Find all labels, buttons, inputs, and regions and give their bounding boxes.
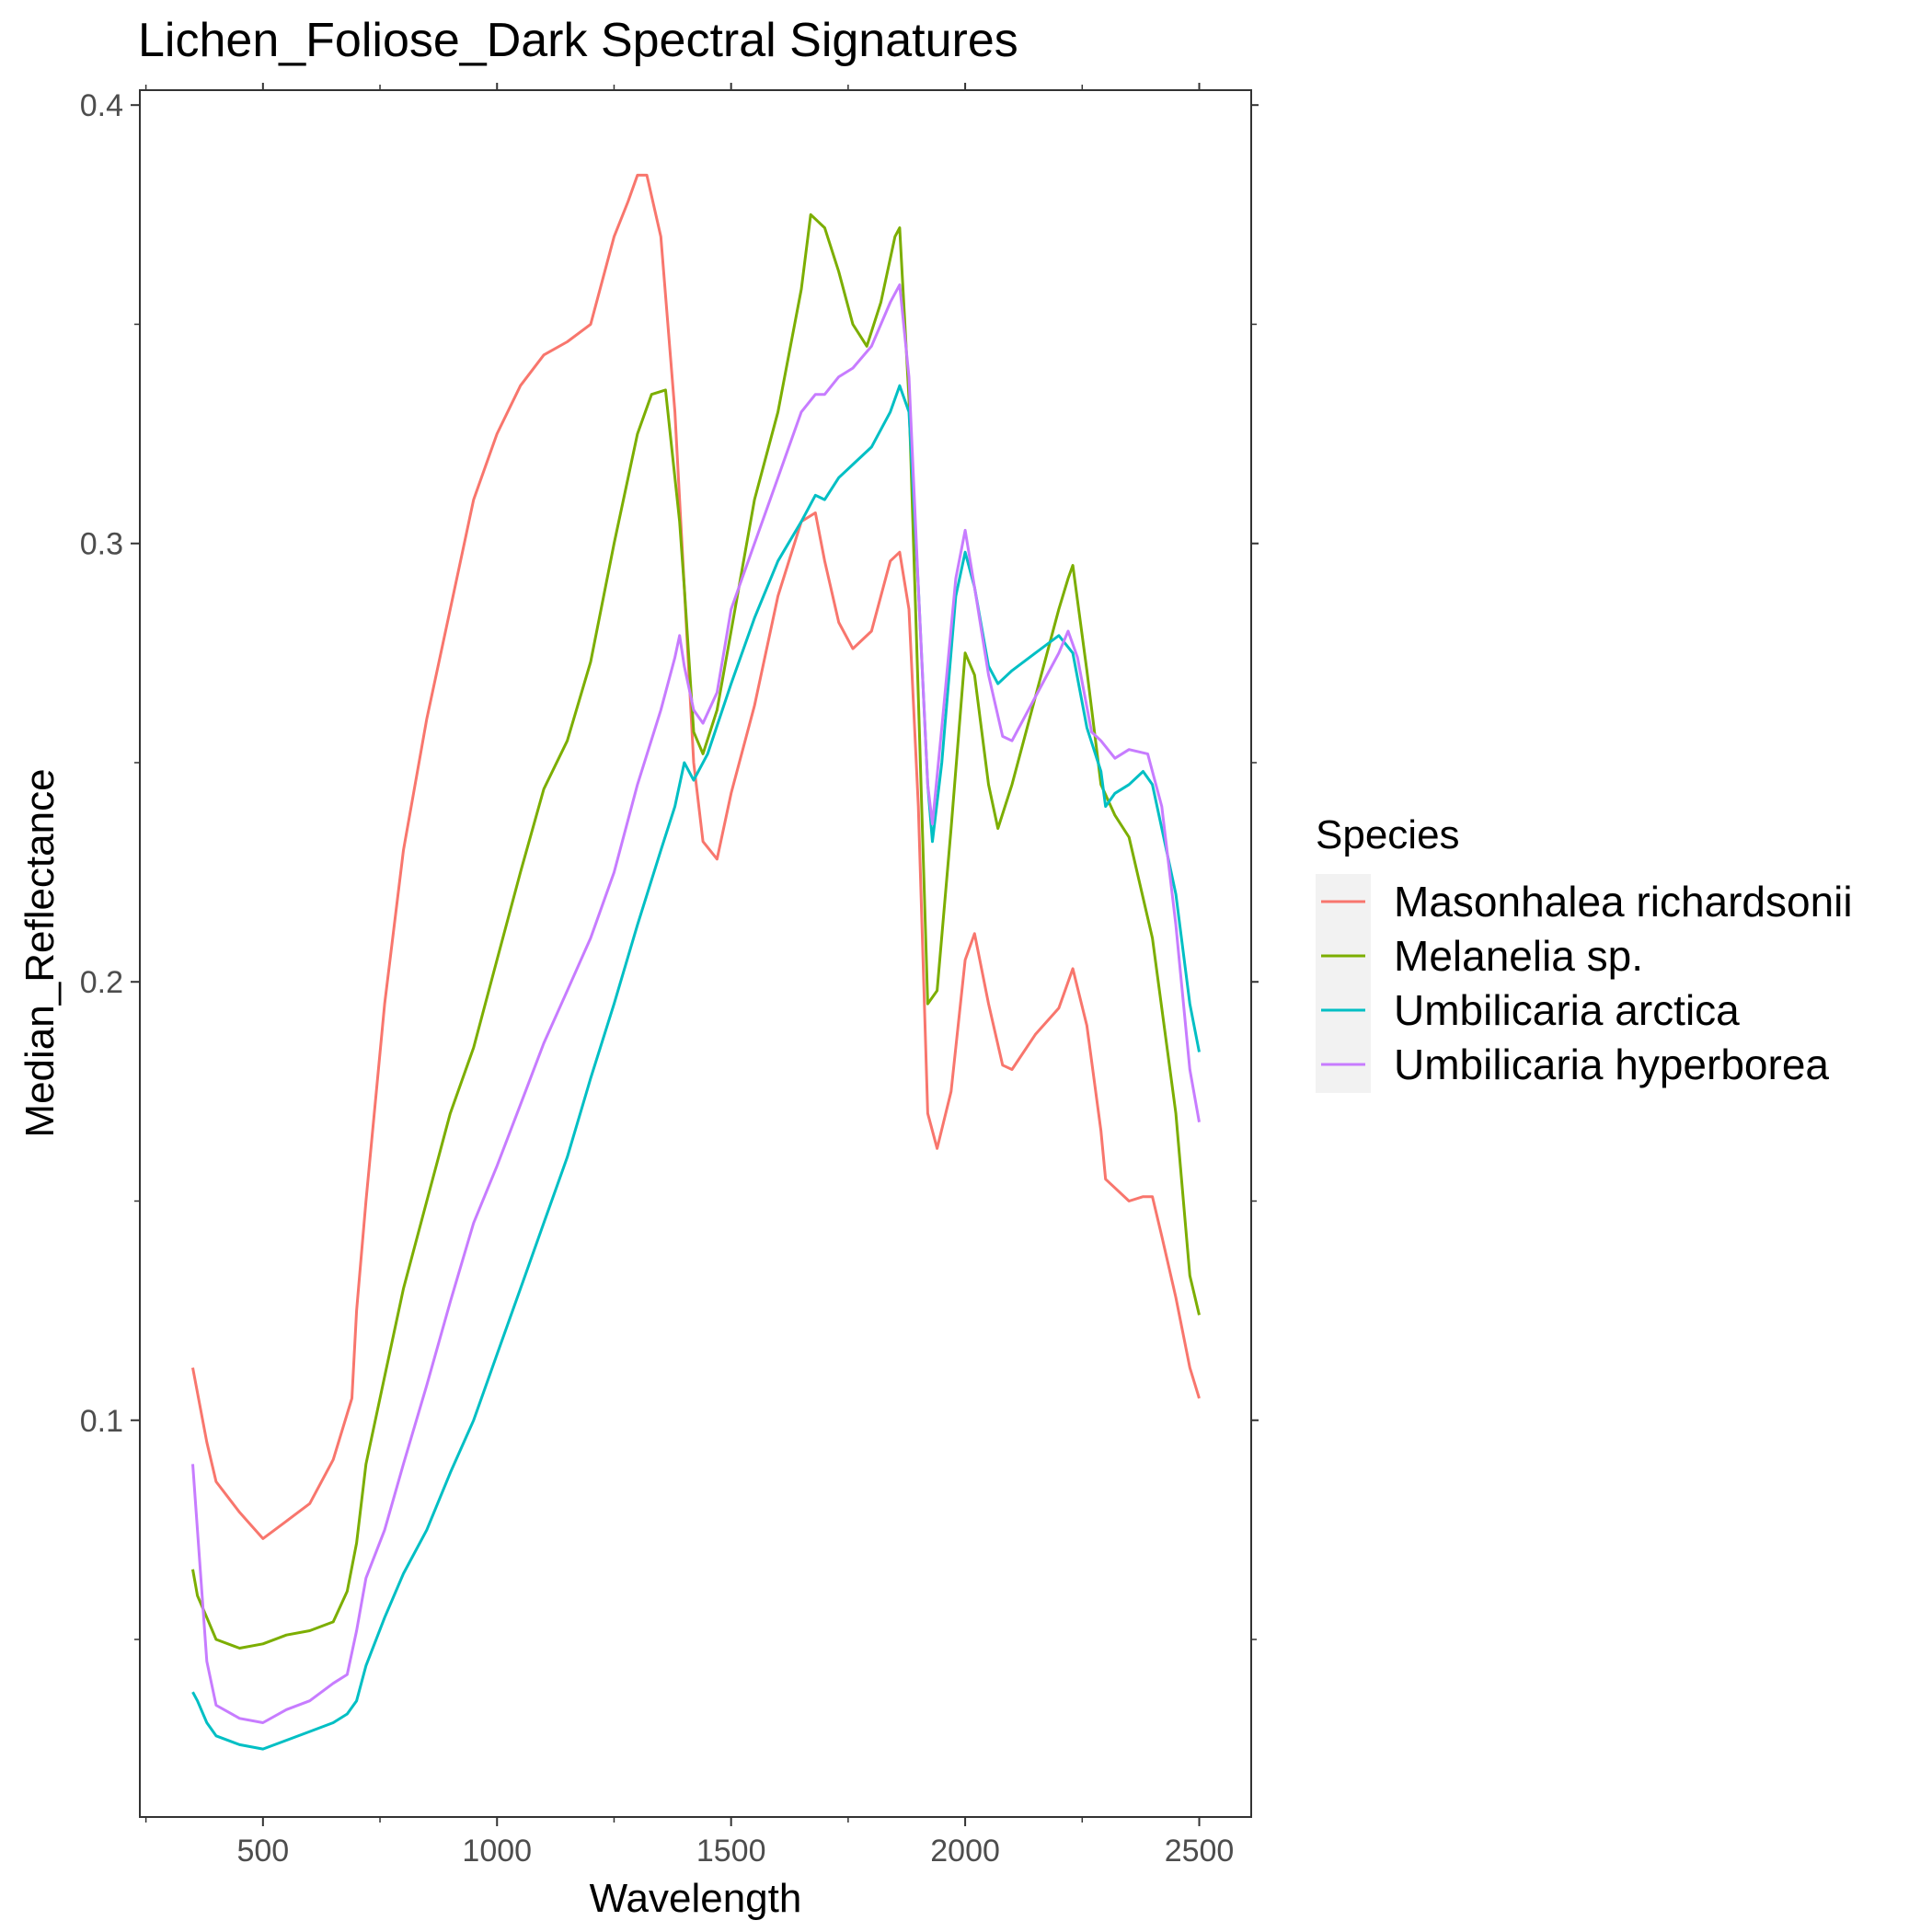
series-line-2	[191, 213, 1201, 1650]
series-line-1	[191, 173, 1201, 1540]
legend-label: Umbilicaria arctica	[1394, 986, 1740, 1034]
legend-label: Masonhalea richardsonii	[1394, 878, 1853, 926]
y-tick-label: 0.4	[80, 88, 123, 123]
x-tick-label: 1000	[462, 1834, 532, 1869]
legend: Species Masonhalea richardsonii Melanelia…	[1316, 812, 1853, 1093]
x-tick-label: 500	[236, 1834, 289, 1869]
x-tick-label: 1500	[696, 1834, 766, 1869]
series-line-4	[191, 283, 1201, 1724]
legend-keys-background	[1316, 874, 1371, 1093]
legend-title: Species	[1316, 812, 1460, 857]
legend-label: Melanelia sp.	[1394, 932, 1643, 980]
x-tick-label: 2000	[930, 1834, 1000, 1869]
y-tick-label: 0.1	[80, 1404, 123, 1439]
legend-label: Umbilicaria hyperborea	[1394, 1041, 1829, 1088]
x-tick-label: 2500	[1165, 1834, 1235, 1869]
y-axis-title: Median_Reflectance	[17, 768, 63, 1137]
series-line-3	[191, 384, 1201, 1751]
series-layer	[191, 173, 1201, 1751]
plot-panel	[139, 89, 1252, 1818]
y-tick-label: 0.2	[80, 965, 123, 1000]
x-axis-title: Wavelength	[590, 1876, 802, 1921]
chart-title: Lichen_Foliose_Dark Spectral Signatures	[138, 14, 1018, 67]
x-axis: 500 1000 1500 2000 2500	[144, 83, 1235, 1869]
y-tick-label: 0.3	[80, 527, 123, 562]
y-axis: 0.1 0.2 0.3 0.4	[80, 88, 1259, 1640]
